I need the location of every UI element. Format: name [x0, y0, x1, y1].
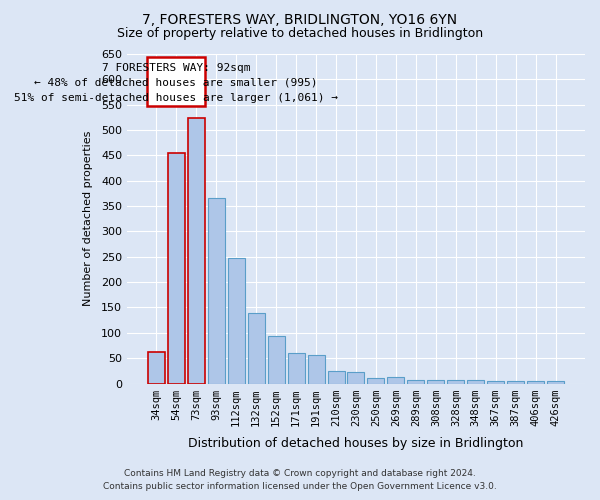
Bar	[208, 198, 224, 384]
Bar	[147, 57, 205, 106]
Bar	[527, 381, 544, 384]
Bar	[448, 380, 464, 384]
Text: Contains HM Land Registry data © Crown copyright and database right 2024.
Contai: Contains HM Land Registry data © Crown c…	[103, 469, 497, 491]
Bar	[427, 380, 445, 384]
Text: 51% of semi-detached houses are larger (1,061) →: 51% of semi-detached houses are larger (…	[14, 92, 338, 102]
Text: Size of property relative to detached houses in Bridlington: Size of property relative to detached ho…	[117, 28, 483, 40]
Bar	[347, 372, 364, 384]
Bar	[308, 355, 325, 384]
Bar	[148, 352, 165, 384]
Text: 7 FORESTERS WAY: 92sqm: 7 FORESTERS WAY: 92sqm	[102, 63, 250, 73]
Bar	[268, 336, 284, 384]
Y-axis label: Number of detached properties: Number of detached properties	[83, 131, 92, 306]
Bar	[467, 380, 484, 384]
Bar	[388, 378, 404, 384]
Bar	[227, 258, 245, 384]
Text: 7, FORESTERS WAY, BRIDLINGTON, YO16 6YN: 7, FORESTERS WAY, BRIDLINGTON, YO16 6YN	[142, 12, 458, 26]
Bar	[547, 382, 564, 384]
Bar	[407, 380, 424, 384]
Bar	[168, 153, 185, 384]
Bar	[507, 381, 524, 384]
Bar	[188, 118, 205, 384]
Bar	[248, 312, 265, 384]
Text: ← 48% of detached houses are smaller (995): ← 48% of detached houses are smaller (99…	[34, 78, 318, 88]
Bar	[487, 381, 504, 384]
Bar	[287, 353, 305, 384]
Bar	[328, 371, 344, 384]
Bar	[367, 378, 385, 384]
X-axis label: Distribution of detached houses by size in Bridlington: Distribution of detached houses by size …	[188, 437, 524, 450]
